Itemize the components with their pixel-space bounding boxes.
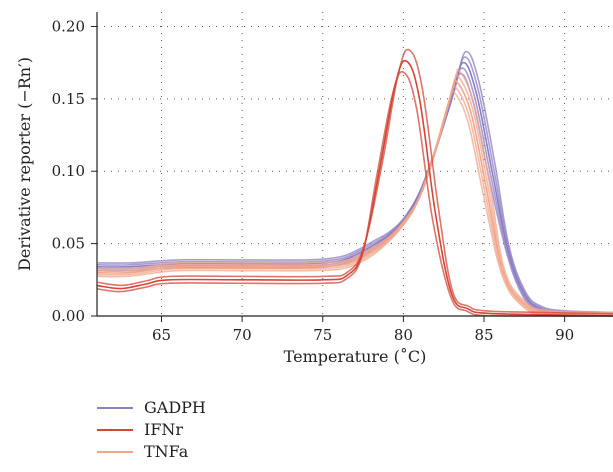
legend-item-ifnr: IFNr [97,419,297,441]
legend-label: TNFa [144,442,189,461]
series-line-tnfa [96,84,613,317]
legend-label: IFNr [144,420,184,439]
x-tick-label: 75 [313,326,332,344]
series-line-ifnr [96,70,613,317]
x-tick-label: 70 [233,326,252,344]
series-line-tnfa [97,73,613,315]
ticks: 65 70 75 80 85 90 0.00 0.05 0.10 0.15 0.20 [52,17,575,344]
legend-item-tnfa: TNFa [97,441,297,463]
y-tick-label: 0.20 [52,17,85,35]
x-axis-title: Temperature (˚C) [284,347,427,366]
y-tick-label: 0.10 [52,162,85,180]
y-tick-label: 0.05 [52,235,85,253]
y-axis-title: Derivative reporter (−Rn′) [15,57,34,271]
x-tick-label: 80 [394,326,413,344]
series-line-gadph [97,56,613,315]
series-layer [96,48,613,318]
derivative-melt-chart: 65 70 75 80 85 90 0.00 0.05 0.10 0.15 0.20 Tempera… [15,12,613,366]
x-tick-label: 90 [555,326,574,344]
y-tick-label: 0.00 [52,307,85,325]
series-line-gadph [97,50,613,314]
axes [96,12,613,317]
legend-item-gadph: GADPH [97,397,297,419]
legend-swatch [97,429,133,431]
legend-swatch [97,407,133,409]
legend-swatch [97,451,133,453]
series-tnfa [96,68,613,318]
x-tick-label: 65 [152,326,171,344]
series-line-tnfa [97,68,613,314]
series-line-ifnr [97,48,613,315]
series-ifnr [96,48,613,317]
series-line-gadph [96,67,613,317]
legend-label: GADPH [144,398,206,417]
x-tick-label: 85 [474,326,493,344]
series-line-ifnr [96,59,613,317]
y-tick-label: 0.15 [52,90,85,108]
